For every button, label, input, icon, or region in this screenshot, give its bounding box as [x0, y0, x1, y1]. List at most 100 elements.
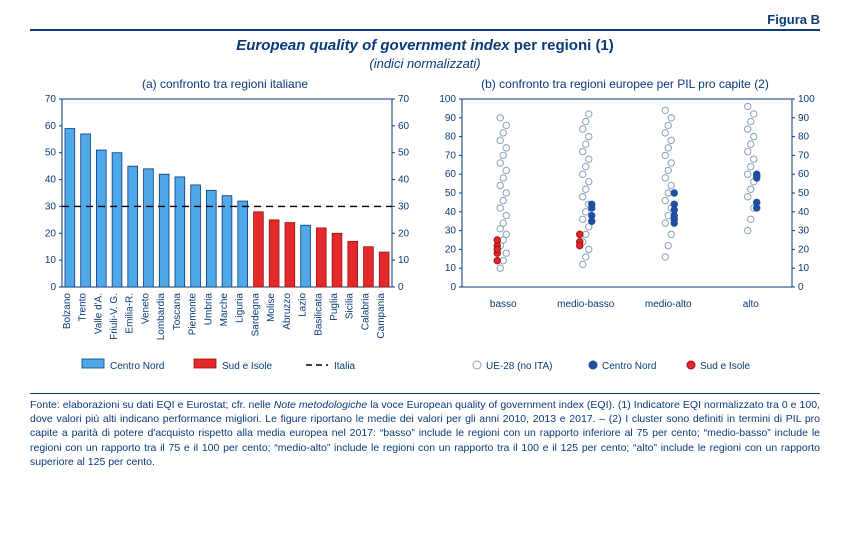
marker	[745, 227, 751, 233]
marker	[748, 141, 754, 147]
svg-text:Umbria: Umbria	[203, 293, 214, 326]
svg-text:60: 60	[398, 121, 410, 132]
marker	[748, 118, 754, 124]
bar	[128, 166, 138, 287]
panels-row: (a) confronto tra regioni italiane 00101…	[30, 77, 820, 383]
marker	[748, 186, 754, 192]
figure-label: Figura B	[30, 12, 820, 31]
marker	[503, 167, 509, 173]
marker	[497, 137, 503, 143]
marker	[497, 205, 503, 211]
svg-text:10: 10	[798, 263, 810, 274]
marker	[671, 190, 677, 196]
marker	[668, 182, 674, 188]
marker	[668, 231, 674, 237]
svg-text:50: 50	[398, 148, 410, 159]
panel-a-title: (a) confronto tra regioni italiane	[30, 77, 420, 91]
svg-text:Centro Nord: Centro Nord	[110, 361, 164, 372]
footnote-separator	[30, 393, 820, 394]
svg-text:0: 0	[450, 282, 456, 293]
svg-text:90: 90	[798, 113, 810, 124]
marker	[586, 133, 592, 139]
marker	[665, 242, 671, 248]
marker	[662, 107, 668, 113]
svg-text:Molise: Molise	[266, 293, 277, 322]
svg-text:Emilia-R.: Emilia-R.	[125, 293, 136, 334]
marker	[662, 175, 668, 181]
marker	[583, 163, 589, 169]
marker	[497, 265, 503, 271]
marker	[586, 179, 592, 185]
bar	[364, 247, 374, 287]
marker	[503, 145, 509, 151]
marker	[580, 261, 586, 267]
marker	[751, 111, 757, 117]
svg-text:40: 40	[45, 175, 57, 186]
panel-b-chart: 0010102020303040405050606070708080909010…	[430, 93, 820, 383]
marker	[497, 115, 503, 121]
marker	[745, 126, 751, 132]
marker	[754, 205, 760, 211]
marker	[494, 237, 500, 243]
svg-text:medio-basso: medio-basso	[557, 299, 615, 310]
panel-a: (a) confronto tra regioni italiane 00101…	[30, 77, 420, 383]
svg-text:90: 90	[445, 113, 457, 124]
footnote-text: Fonte: elaborazioni su dati EQI e Eurost…	[30, 398, 820, 469]
marker	[500, 220, 506, 226]
svg-text:UE-28 (no ITA): UE-28 (no ITA)	[486, 361, 553, 372]
bar	[159, 174, 169, 287]
marker	[500, 257, 506, 263]
marker	[745, 194, 751, 200]
marker	[580, 148, 586, 154]
svg-text:30: 30	[45, 201, 57, 212]
bar	[301, 225, 311, 287]
svg-text:70: 70	[445, 150, 457, 161]
svg-text:50: 50	[45, 148, 57, 159]
bar	[269, 220, 279, 287]
marker	[662, 152, 668, 158]
svg-text:50: 50	[445, 188, 457, 199]
svg-text:20: 20	[45, 228, 57, 239]
marker	[745, 148, 751, 154]
bar	[332, 233, 342, 287]
svg-text:Campania: Campania	[376, 293, 387, 339]
svg-text:80: 80	[445, 132, 457, 143]
panel-a-chart: 001010202030304040505060607070BolzanoTre…	[30, 93, 420, 383]
bar	[254, 212, 264, 287]
marker	[583, 141, 589, 147]
figure-container: Figura B European quality of government …	[0, 0, 850, 487]
svg-text:30: 30	[445, 226, 457, 237]
svg-text:40: 40	[398, 175, 410, 186]
marker	[589, 201, 595, 207]
marker	[662, 220, 668, 226]
marker	[754, 171, 760, 177]
svg-text:Trento: Trento	[78, 293, 89, 322]
bar	[65, 129, 75, 287]
svg-text:Centro Nord: Centro Nord	[602, 361, 656, 372]
svg-text:100: 100	[439, 94, 456, 105]
marker	[503, 212, 509, 218]
svg-text:Lazio: Lazio	[298, 293, 309, 317]
svg-text:Valle d'A.: Valle d'A.	[93, 293, 104, 334]
svg-text:basso: basso	[490, 299, 517, 310]
marker	[668, 137, 674, 143]
marker	[583, 209, 589, 215]
svg-text:70: 70	[798, 150, 810, 161]
marker	[665, 145, 671, 151]
svg-text:Lombardia: Lombardia	[156, 293, 167, 341]
svg-text:10: 10	[445, 263, 457, 274]
svg-text:80: 80	[798, 132, 810, 143]
bar	[379, 252, 389, 287]
marker	[497, 182, 503, 188]
marker	[748, 216, 754, 222]
marker	[586, 246, 592, 252]
svg-text:Puglia: Puglia	[329, 293, 340, 321]
svg-text:30: 30	[798, 226, 810, 237]
svg-text:Friuli-V. G.: Friuli-V. G.	[109, 293, 120, 340]
svg-text:40: 40	[445, 207, 457, 218]
main-title: European quality of government index per…	[30, 37, 820, 54]
marker	[662, 197, 668, 203]
marker	[580, 126, 586, 132]
svg-text:10: 10	[398, 255, 410, 266]
svg-text:50: 50	[798, 188, 810, 199]
